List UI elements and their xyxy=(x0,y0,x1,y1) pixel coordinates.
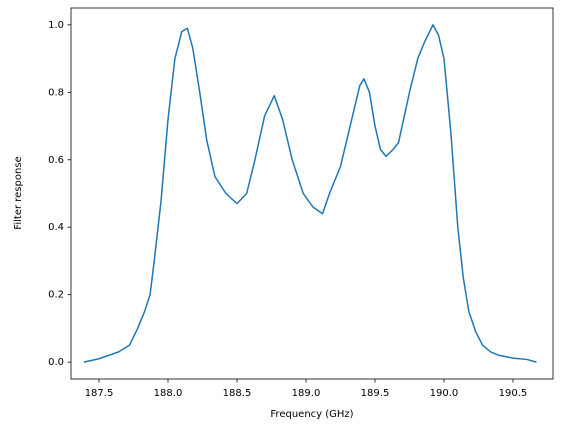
y-tick-label: 0.0 xyxy=(48,357,64,368)
y-tick-label: 0.4 xyxy=(48,222,64,233)
y-tick-label: 0.6 xyxy=(48,155,64,166)
y-axis-label: Filter response xyxy=(13,156,24,229)
axes-frame xyxy=(70,7,554,380)
line-series xyxy=(83,24,537,363)
y-tick-label: 1.0 xyxy=(48,20,64,31)
x-tick-label: 189.5 xyxy=(361,388,390,399)
y-tick-label: 0.8 xyxy=(48,87,64,98)
x-tick-label: 187.5 xyxy=(85,388,114,399)
x-tick-label: 190.0 xyxy=(430,388,459,399)
y-tick-label: 0.2 xyxy=(48,290,64,301)
x-tick-label: 189.0 xyxy=(292,388,321,399)
x-tick-label: 188.5 xyxy=(223,388,252,399)
x-axis-label: Frequency (GHz) xyxy=(270,409,353,420)
plot-area xyxy=(71,8,553,379)
x-tick-label: 188.0 xyxy=(154,388,183,399)
x-tick-label: 190.5 xyxy=(499,388,528,399)
